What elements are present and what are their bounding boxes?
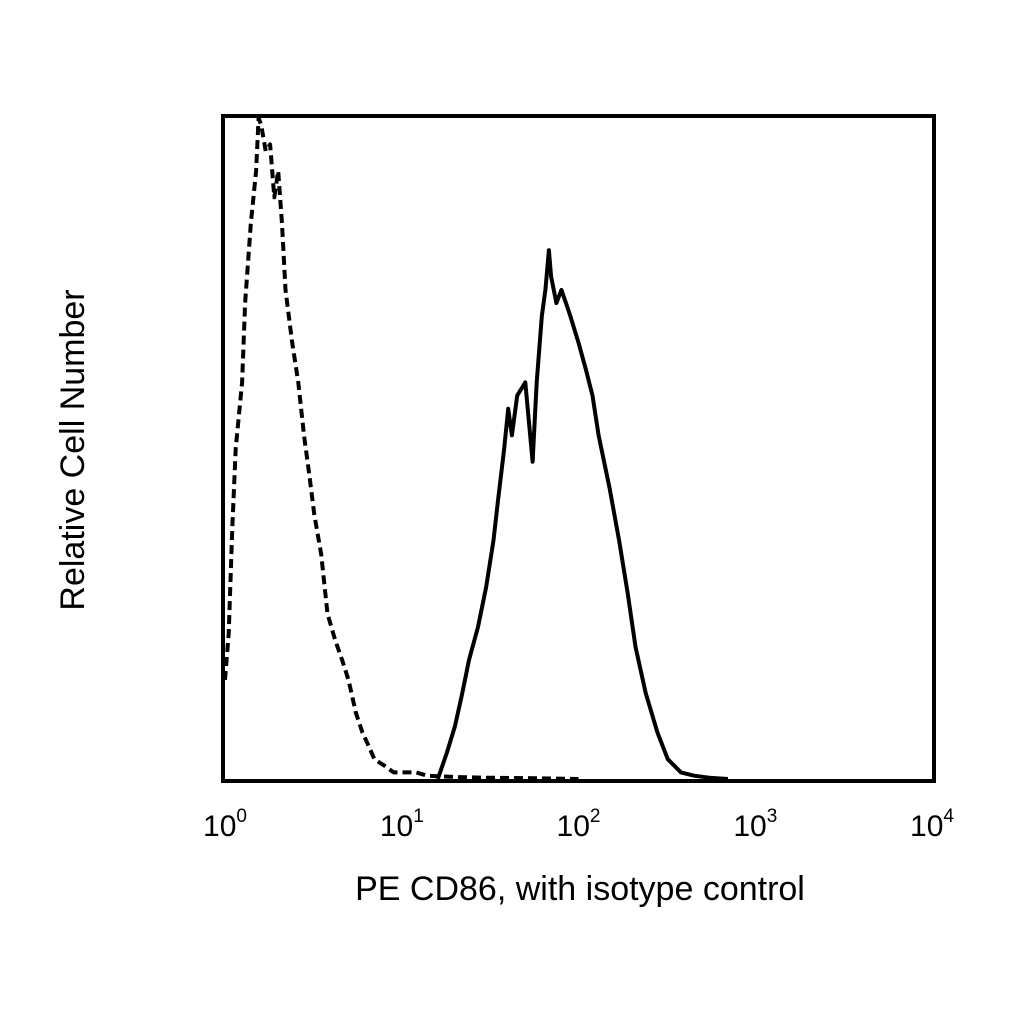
series-layer [223,116,729,781]
pe-cd86-histogram-line [435,248,729,781]
y-axis-title: Relative Cell Number [54,289,92,610]
x-axis-title: PE CD86, with isotype control [355,870,805,908]
x-tick-label: 100 [203,806,247,843]
x-tick-labels: 100 101 102 103 104 [203,806,954,843]
x-tick-label: 103 [733,806,777,843]
x-tick-label: 104 [910,806,954,843]
plot-frame [221,114,936,783]
x-tick-label: 101 [380,806,424,843]
x-tick-label: 102 [557,806,601,843]
isotype-control-histogram-line [223,116,579,781]
